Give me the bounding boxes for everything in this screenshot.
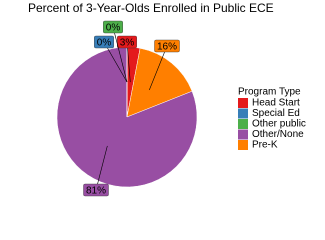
chart-title: Percent of 3-Year-Olds Enrolled in Publi… (28, 1, 274, 15)
legend-title: Program Type (238, 87, 301, 98)
legend-label: Head Start (252, 98, 300, 109)
legend-label: Special Ed (252, 108, 300, 119)
data-label: 16% (157, 42, 177, 53)
legend-swatch (238, 108, 248, 119)
leader-line (126, 41, 131, 83)
legend-label: Pre-K (252, 140, 278, 151)
data-label-box (154, 39, 180, 53)
data-label-box (94, 35, 114, 49)
legend-swatch (238, 119, 248, 129)
legend-swatch (238, 98, 248, 108)
legend-label: Other public (252, 119, 306, 130)
leader-line (95, 145, 108, 191)
data-label-box (83, 183, 109, 197)
legend-label: Other/None (252, 129, 304, 140)
legend-swatch (238, 140, 248, 150)
data-label-box (117, 35, 137, 49)
chart: Percent of 3-Year-Olds Enrolled in Publi… (28, 1, 306, 197)
data-label: 3% (120, 38, 135, 49)
data-label: 0% (106, 23, 121, 34)
leader-line (103, 41, 128, 83)
pie-slice (126, 47, 193, 118)
legend-swatch (238, 129, 248, 140)
leader-line (149, 45, 168, 91)
leader-line (112, 26, 128, 83)
data-label: 0% (97, 38, 112, 49)
data-label-box (103, 20, 123, 34)
data-label: 81% (86, 186, 106, 197)
